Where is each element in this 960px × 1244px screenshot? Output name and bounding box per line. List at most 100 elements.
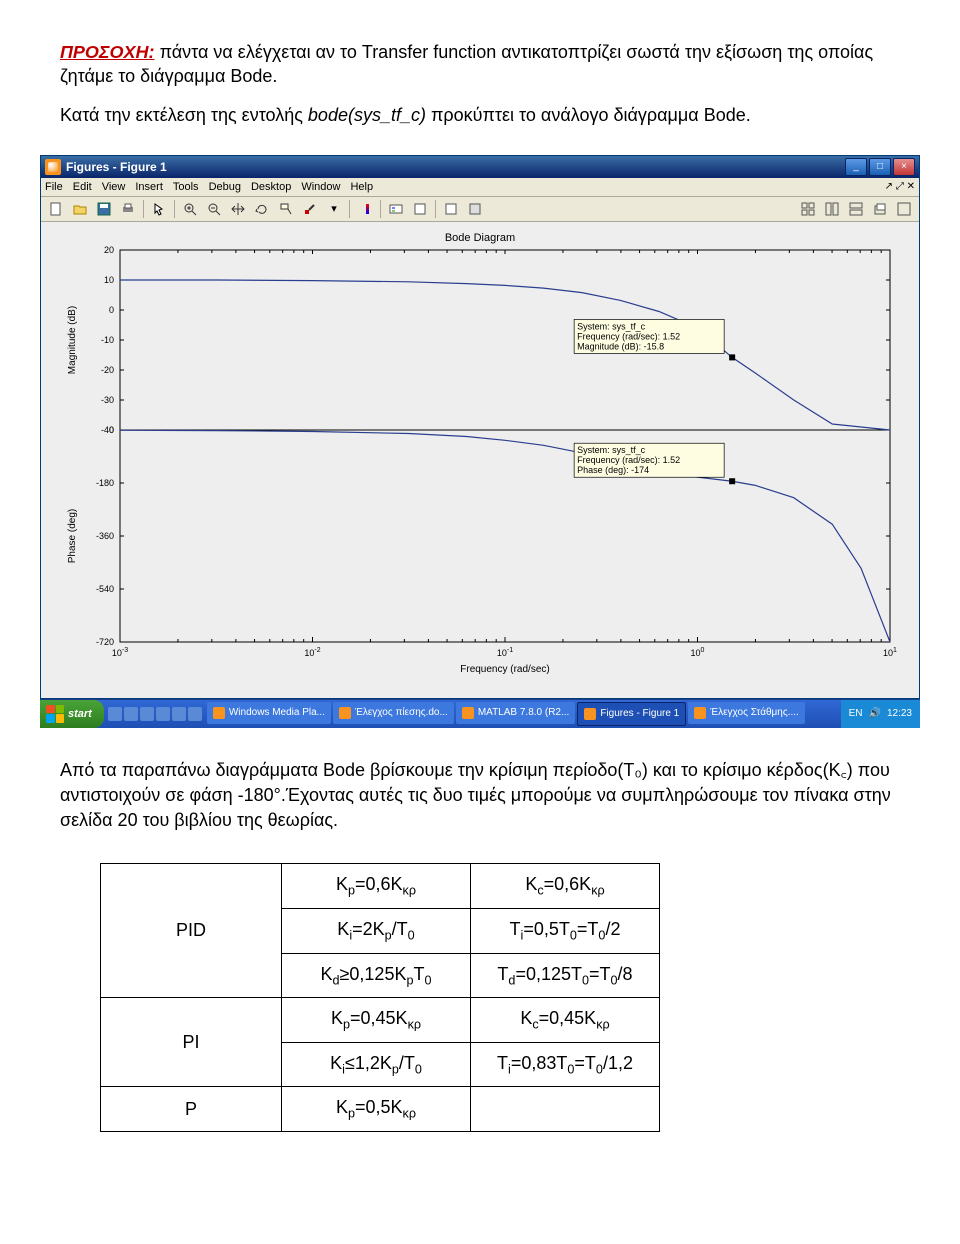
table-cell: Ki=2Kp/T0: [282, 909, 471, 954]
bode-chart: Bode Diagram -40-30-20-1001020-720-540-3…: [55, 232, 905, 692]
svg-text:-30: -30: [101, 395, 114, 405]
table-cell: PID: [101, 864, 282, 998]
svg-text:10-1: 10-1: [497, 647, 513, 658]
table-cell: Kd≥0,125KpT0: [282, 953, 471, 998]
max-icon[interactable]: [893, 198, 915, 220]
paragraph-2: Κατά την εκτέλεση της εντολής bode(sys_t…: [60, 103, 900, 127]
svg-text:Frequency (rad/sec): Frequency (rad/sec): [460, 664, 549, 675]
svg-text:-540: -540: [96, 584, 114, 594]
maximize-button[interactable]: □: [869, 158, 891, 176]
svg-text:100: 100: [691, 647, 705, 658]
svg-text:Frequency (rad/sec): 1.52: Frequency (rad/sec): 1.52: [577, 331, 680, 341]
svg-text:101: 101: [883, 647, 897, 658]
brush-icon[interactable]: [299, 198, 321, 220]
menu-window[interactable]: Window: [301, 181, 340, 193]
print-icon[interactable]: [117, 198, 139, 220]
table-cell: Td=0,125T0=T0/8: [471, 953, 660, 998]
matlab-icon: [45, 159, 61, 175]
p1-text: πάντα να ελέγχεται αν το Transfer functi…: [60, 42, 873, 86]
tray-volume-icon[interactable]: 🔊: [869, 708, 881, 719]
colorbar-icon[interactable]: [354, 198, 376, 220]
menu-view[interactable]: View: [102, 181, 126, 193]
show-tools-icon[interactable]: [464, 198, 486, 220]
table-cell: Ti=0,83T0=T0/1,2: [471, 1042, 660, 1087]
menu-bar: File Edit View Insert Tools Debug Deskto…: [41, 178, 919, 197]
task-item[interactable]: Έλεγχος πίεσης.do...: [333, 702, 454, 724]
zoom-in-icon[interactable]: [179, 198, 201, 220]
svg-text:20: 20: [104, 245, 114, 255]
toptile-icon[interactable]: [845, 198, 867, 220]
legend-icon[interactable]: [385, 198, 407, 220]
table-cell: Ti=0,5T0=T0/2: [471, 909, 660, 954]
paragraph-1: ΠΡΟΣΟΧΗ: πάντα να ελέγχεται αν το Transf…: [60, 40, 900, 89]
svg-text:-720: -720: [96, 637, 114, 647]
svg-text:-20: -20: [101, 365, 114, 375]
menu-file[interactable]: File: [45, 181, 63, 193]
tray-language[interactable]: EN: [849, 708, 863, 719]
quicklaunch[interactable]: [104, 707, 206, 721]
task-item[interactable]: Windows Media Pla...: [207, 702, 331, 724]
pan-icon[interactable]: [227, 198, 249, 220]
svg-text:0: 0: [109, 305, 114, 315]
toolbar: ▾: [41, 197, 919, 222]
svg-text:-10: -10: [101, 335, 114, 345]
close-button[interactable]: ×: [893, 158, 915, 176]
zoom-out-icon[interactable]: [203, 198, 225, 220]
axes-icon[interactable]: [409, 198, 431, 220]
table-cell: [471, 1087, 660, 1132]
menu-insert[interactable]: Insert: [135, 181, 163, 193]
open-icon[interactable]: [69, 198, 91, 220]
menu-desktop[interactable]: Desktop: [251, 181, 291, 193]
svg-text:10-2: 10-2: [304, 647, 320, 658]
table-cell: Kc=0,45Kκρ: [471, 998, 660, 1043]
new-figure-icon[interactable]: [45, 198, 67, 220]
svg-text:System: sys_tf_c: System: sys_tf_c: [577, 445, 646, 455]
svg-text:-180: -180: [96, 478, 114, 488]
pointer-icon[interactable]: [148, 198, 170, 220]
save-icon[interactable]: [93, 198, 115, 220]
task-item[interactable]: Έλεγχος Στάθμης....: [688, 702, 805, 724]
svg-text:Magnitude (dB): Magnitude (dB): [67, 306, 78, 374]
windows-logo-icon: [46, 705, 64, 723]
window-title: Figures - Figure 1: [66, 160, 167, 174]
figure-area: Bode Diagram -40-30-20-1001020-720-540-3…: [41, 222, 919, 698]
table-cell: Kp=0,6Kκρ: [282, 864, 471, 909]
svg-text:Phase (deg): -174: Phase (deg): -174: [577, 465, 649, 475]
formula-table: PIDKp=0,6KκρKc=0,6KκρKi=2Kp/T0Ti=0,5T0=T…: [100, 863, 660, 1132]
svg-text:10: 10: [104, 275, 114, 285]
task-item[interactable]: Figures - Figure 1: [577, 702, 686, 726]
table-cell: Kp=0,45Kκρ: [282, 998, 471, 1043]
window-titlebar[interactable]: Figures - Figure 1 _ □ ×: [41, 156, 919, 178]
menu-debug[interactable]: Debug: [209, 181, 241, 193]
svg-text:0: 0: [109, 425, 114, 435]
svg-text:Magnitude (dB): -15.8: Magnitude (dB): -15.8: [577, 341, 664, 351]
float-icon[interactable]: [869, 198, 891, 220]
figure-window: Figures - Figure 1 _ □ × File Edit View …: [40, 155, 920, 699]
menu-tools[interactable]: Tools: [173, 181, 199, 193]
menu-dock-controls[interactable]: ↗ ⤢ ✕: [885, 181, 915, 192]
svg-text:10-3: 10-3: [112, 647, 128, 658]
start-button[interactable]: start: [40, 700, 104, 728]
datacursor-icon[interactable]: [275, 198, 297, 220]
tile-icon[interactable]: [797, 198, 819, 220]
minimize-button[interactable]: _: [845, 158, 867, 176]
link-icon[interactable]: ▾: [323, 198, 345, 220]
table-cell: PI: [101, 998, 282, 1087]
menu-help[interactable]: Help: [350, 181, 373, 193]
warning-label: ΠΡΟΣΟΧΗ:: [60, 42, 155, 62]
svg-text:System: sys_tf_c: System: sys_tf_c: [577, 321, 646, 331]
table-cell: Kc=0,6Kκρ: [471, 864, 660, 909]
menu-edit[interactable]: Edit: [73, 181, 92, 193]
hide-tools-icon[interactable]: [440, 198, 462, 220]
task-item[interactable]: MATLAB 7.8.0 (R2...: [456, 702, 576, 724]
lefttile-icon[interactable]: [821, 198, 843, 220]
table-cell: P: [101, 1087, 282, 1132]
svg-text:Phase (deg): Phase (deg): [67, 509, 78, 563]
tray-clock: 12:23: [887, 708, 912, 719]
table-cell: Kp=0,5Kκρ: [282, 1087, 471, 1132]
table-cell: Ki≤1,2Kp/T0: [282, 1042, 471, 1087]
system-tray[interactable]: EN 🔊 12:23: [841, 700, 920, 728]
paragraph-3: Από τα παραπάνω διαγράμματα Bode βρίσκου…: [0, 728, 960, 854]
svg-text:Frequency (rad/sec): 1.52: Frequency (rad/sec): 1.52: [577, 455, 680, 465]
rotate-icon[interactable]: [251, 198, 273, 220]
